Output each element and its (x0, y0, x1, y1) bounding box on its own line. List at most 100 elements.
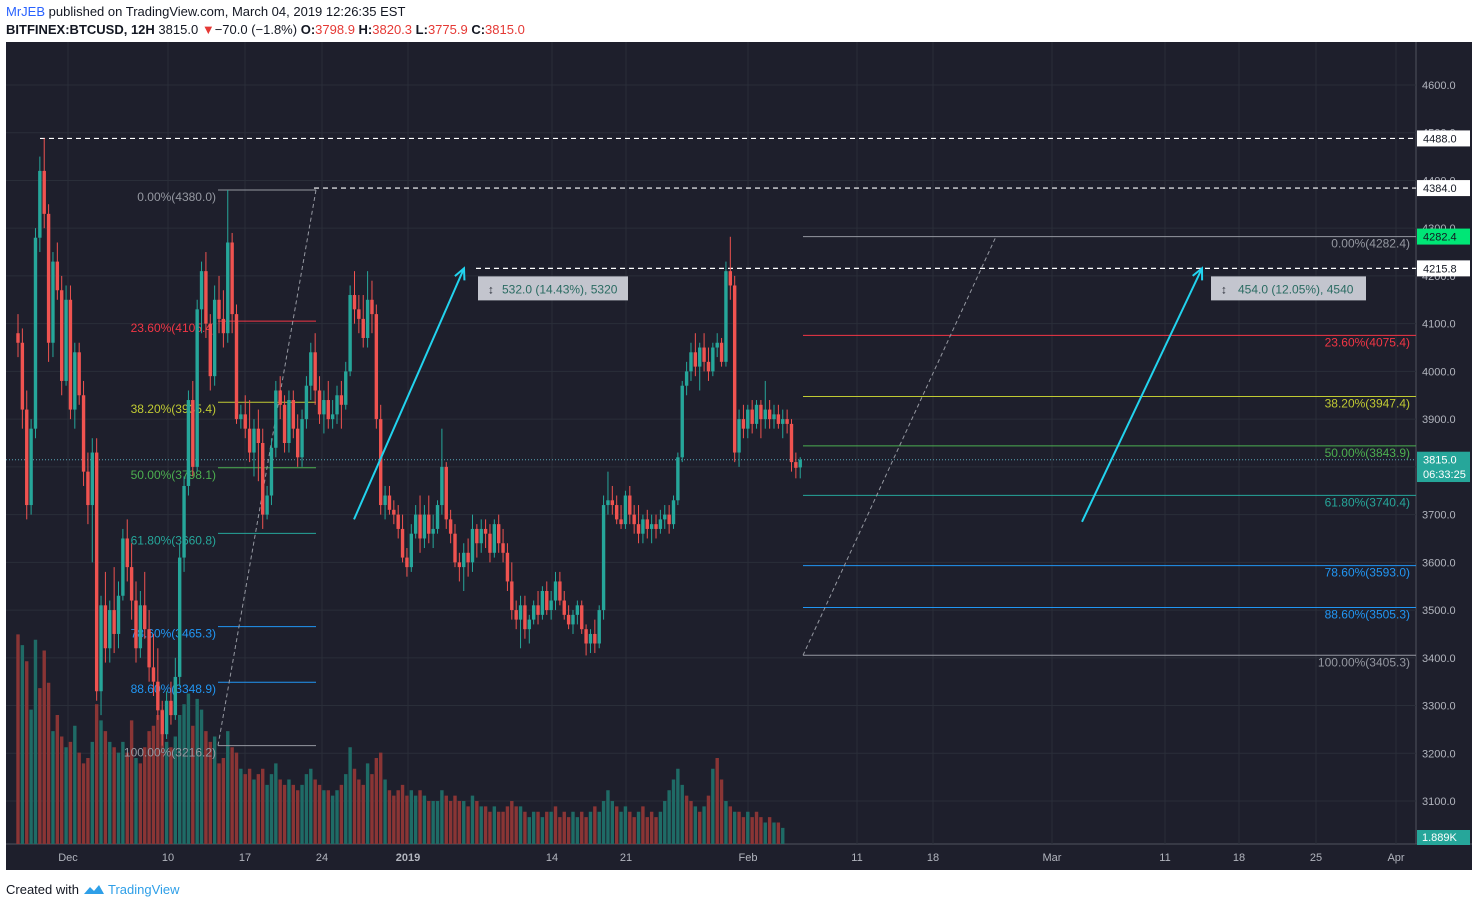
volume-bar (663, 801, 667, 844)
volume-bar (545, 811, 549, 844)
candle-body (715, 342, 719, 348)
candle-body (261, 443, 265, 515)
candle-body (42, 170, 46, 214)
volume-bar (706, 795, 711, 844)
price-tick-label: 3900.0 (1422, 414, 1456, 426)
volume-bar (55, 715, 60, 844)
volume-bar (300, 784, 304, 844)
candle-body (772, 414, 776, 420)
volume-bar (317, 784, 322, 844)
time-tick-label: 11 (1159, 852, 1170, 864)
chart-frame[interactable]: 4600.04500.04400.04300.04200.04100.04000… (6, 42, 1472, 870)
candle-body (326, 400, 330, 420)
volume-bar (252, 779, 256, 844)
volume-bar (619, 811, 623, 844)
volume-bar (16, 634, 20, 844)
volume-bar (510, 801, 514, 844)
volume-bar (357, 779, 361, 844)
volume-bar (295, 790, 300, 844)
volume-bar (60, 736, 64, 844)
tradingview-brand[interactable]: TradingView (107, 882, 180, 897)
candle-body (274, 390, 278, 448)
volume-bar (20, 645, 25, 844)
candle-body (545, 590, 549, 611)
candle-body (702, 347, 706, 362)
candle-body (654, 524, 658, 529)
fib-left-label: 0.00%(4380.0) (137, 190, 216, 204)
candle-body (269, 447, 274, 496)
price-tick-label: 3500.0 (1422, 605, 1456, 617)
volume-bar (326, 790, 330, 844)
volume-bar (77, 752, 81, 844)
fib-right-label: 0.00%(4282.4) (1331, 237, 1410, 251)
badge-countdown-bg (1417, 466, 1470, 483)
volume-bar (676, 768, 680, 844)
publish-info: MrJEB published on TradingView.com, Marc… (6, 4, 405, 19)
candle-body (785, 419, 789, 424)
volume-bar (531, 811, 536, 844)
volume-bar (632, 817, 636, 844)
volume-bar (767, 817, 772, 844)
fib-right-label: 50.00%(3843.9) (1325, 446, 1410, 460)
high-value: 3820.3 (372, 22, 413, 37)
time-tick-label: 18 (1233, 852, 1245, 864)
candle-body (514, 610, 518, 620)
candle-body (103, 605, 108, 649)
candle-body (741, 419, 746, 429)
projection-arrow-2-head (1192, 266, 1204, 281)
volume-bar (217, 763, 221, 844)
volume-bar (103, 731, 108, 844)
candle-body (392, 509, 396, 515)
volume-bar (763, 822, 767, 844)
time-tick-label: Mar (1043, 852, 1062, 864)
badge-volume: 1.889K (1422, 832, 1458, 844)
time-tick-label: Apr (1387, 852, 1404, 864)
candle-body (138, 605, 143, 649)
candle-body (348, 295, 352, 372)
candle-body (776, 414, 781, 424)
volume-bar (173, 736, 178, 844)
candle-body (684, 371, 689, 386)
volume-bar (746, 811, 750, 844)
candle-body (29, 428, 33, 506)
volume-bar (448, 801, 453, 844)
volume-bar (636, 811, 641, 844)
candle-body (453, 533, 457, 563)
candle-body (295, 428, 300, 458)
price-chart[interactable]: 4600.04500.04400.04300.04200.04100.04000… (6, 42, 1472, 870)
volume-bar (274, 763, 278, 844)
volume-bar (112, 747, 116, 844)
volume-bar (90, 741, 94, 844)
volume-bar (138, 763, 143, 844)
price-tick-label: 3100.0 (1422, 796, 1456, 808)
tradingview-logo-icon (83, 884, 104, 894)
volume-bar (680, 784, 684, 844)
volume-bar (243, 774, 247, 844)
candle-body (732, 285, 737, 453)
candle-body (291, 400, 296, 429)
price-tick-label: 3700.0 (1422, 510, 1456, 522)
high-label: H: (358, 22, 373, 37)
volume-bar (51, 731, 55, 844)
author-link[interactable]: MrJEB (6, 4, 45, 19)
time-tick-label: 17 (239, 852, 251, 864)
measure-label-1: 532.0 (14.43%), 5320 (502, 282, 618, 296)
candle-body (523, 605, 527, 630)
volume-bar (204, 731, 208, 844)
candle-body (94, 452, 99, 692)
volume-bar (518, 806, 523, 844)
candle-body (483, 528, 488, 534)
symbol-label[interactable]: BITFINEX:BTCUSD, 12H (6, 22, 155, 37)
candle-body (396, 514, 400, 529)
volume-bar (374, 758, 379, 844)
tradingview-link[interactable]: TradingView (83, 882, 180, 897)
candle-body (632, 514, 636, 525)
candle-body (580, 605, 584, 630)
volume-bar (501, 811, 505, 844)
candle-body (339, 395, 344, 405)
volume-bar (466, 806, 470, 844)
candle-body (330, 414, 335, 420)
candle-body (287, 400, 291, 443)
candle-body (309, 352, 313, 386)
candle-body (265, 495, 269, 515)
